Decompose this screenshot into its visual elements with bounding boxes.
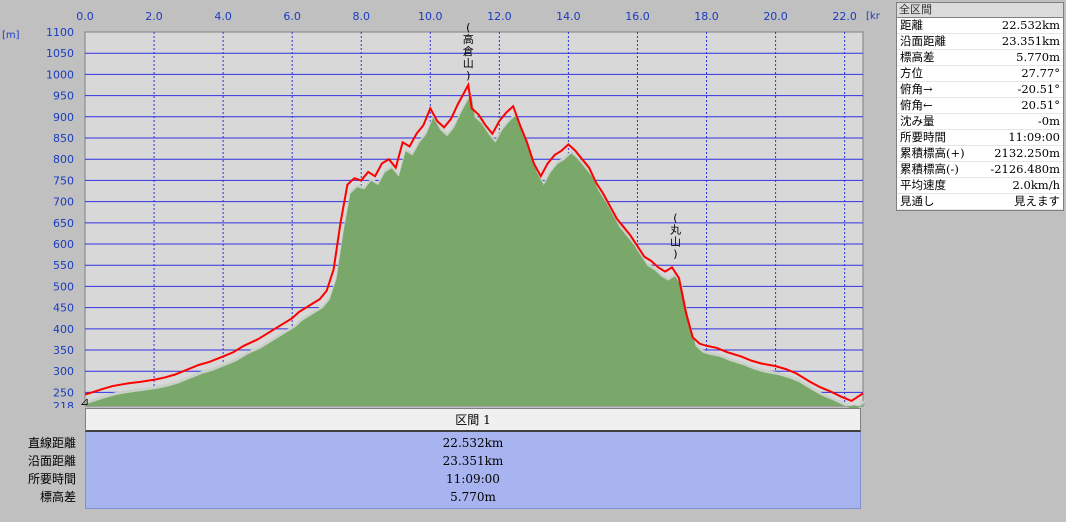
stats-row-value: 11:09:00: [1008, 130, 1060, 144]
segment-label: 沿面距離: [27, 454, 76, 468]
stats-panel-header: 全区間: [897, 3, 1063, 18]
stats-row-label: 方位: [900, 66, 923, 80]
x-tick-label: 8.0: [352, 10, 370, 23]
y-tick-label: 400: [53, 323, 74, 336]
y-tick-label: 1100: [46, 26, 74, 39]
elevation-profile-chart: 0.0 2.0 4.0 6.0 8.0 10.0 12.0 14.0 16.0 18.0 20.0 2…: [2, 10, 880, 408]
stats-row-value: 見えます: [1014, 194, 1060, 208]
x-tick-label: 4.0: [214, 10, 232, 23]
stats-row: 所要時間 11:09:00: [897, 130, 1063, 146]
stats-row-label: 俯角←: [900, 98, 933, 112]
stats-row: 累積標高(-) -2126.480m: [897, 162, 1063, 178]
stats-row: 平均速度 2.0km/h: [897, 178, 1063, 194]
segment-value: 23.351km: [442, 454, 504, 468]
stats-row-label: 見通し: [900, 194, 935, 208]
x-tick-label: 6.0: [283, 10, 301, 23]
start-marker: ⊿: [80, 395, 89, 408]
stats-row-value: 2132.250m: [994, 146, 1060, 160]
segment-labels: 直線距離 沿面距離 所要時間 標高差: [0, 434, 76, 506]
y-tick-label: 850: [53, 132, 74, 145]
x-tick-label: 2.0: [145, 10, 163, 23]
segment-title[interactable]: 区間 1: [85, 408, 861, 432]
x-tick-label: 18.0: [694, 10, 719, 23]
y-unit-label: [m]: [2, 30, 20, 41]
y-tick-label: 500: [53, 280, 74, 293]
y-tick-label: 600: [53, 238, 74, 251]
stats-row-value: 20.51°: [1021, 98, 1060, 112]
y-tick-label: 1050: [46, 47, 74, 60]
stats-row-value: -2126.480m: [990, 162, 1060, 176]
stats-row: 距離 22.532km: [897, 18, 1063, 34]
stats-row-label: 累積標高(-): [900, 162, 959, 176]
y-tick-label: 800: [53, 153, 74, 166]
y-tick-label: 700: [53, 196, 74, 209]
peak-label: (丸山): [670, 211, 681, 260]
x-tick-label: 20.0: [763, 10, 788, 23]
segment-value: 5.770m: [450, 490, 496, 504]
y-tick-label: 950: [53, 90, 74, 103]
x-tick-label: 22.0: [832, 10, 857, 23]
y-tick-label: 250: [53, 386, 74, 399]
y-tick-label: 300: [53, 365, 74, 378]
stats-row-label: 所要時間: [900, 130, 946, 144]
segment-value: 11:09:00: [446, 472, 500, 486]
stats-row-value: 22.532km: [1001, 18, 1060, 32]
segment-label: 所要時間: [27, 472, 76, 486]
x-tick-label: 16.0: [625, 10, 650, 23]
segment-table: 区間 1 22.532km 23.351km 11:09:00 5.770m: [85, 408, 861, 509]
stats-row: 方位 27.77°: [897, 66, 1063, 82]
stats-row-label: 距離: [900, 18, 923, 32]
segment-label: 標高差: [39, 490, 76, 504]
stats-row-value: 2.0km/h: [1012, 178, 1060, 192]
y-tick-label: 1000: [46, 68, 74, 81]
x-unit-label: [km]: [866, 11, 880, 22]
y-tick-label: 550: [53, 259, 74, 272]
stats-row-label: 沿面距離: [900, 34, 946, 48]
segment-value: 22.532km: [442, 436, 504, 450]
y-tick-label: 450: [53, 302, 74, 315]
segment-label: 直線距離: [27, 436, 76, 450]
peak-label: (高倉山): [463, 21, 474, 82]
y-tick-label: 350: [53, 344, 74, 357]
stats-row-label: 累積標高(+): [900, 146, 965, 160]
stats-row-label: 標高差: [900, 50, 935, 64]
stats-row-value: 27.77°: [1021, 66, 1060, 80]
x-tick-label: 0.0: [76, 10, 94, 23]
stats-row-value: -0m: [1037, 114, 1060, 128]
y-tick-label: 218: [53, 400, 74, 408]
x-tick-label: 14.0: [556, 10, 581, 23]
stats-row: 俯角→ -20.51°: [897, 82, 1063, 98]
stats-row-label: 平均速度: [900, 178, 946, 192]
stats-row: 俯角← 20.51°: [897, 98, 1063, 114]
stats-row: 沿面距離 23.351km: [897, 34, 1063, 50]
stats-row: 標高差 5.770m: [897, 50, 1063, 66]
stats-row: 見通し 見えます: [897, 194, 1063, 210]
elevation-line: [84, 81, 864, 403]
y-tick-label: 650: [53, 217, 74, 230]
stats-row-value: 23.351km: [1001, 34, 1060, 48]
y-tick-label: 900: [53, 111, 74, 124]
y-tick-label: 750: [53, 174, 74, 187]
stats-row: 累積標高(+) 2132.250m: [897, 146, 1063, 162]
stats-row-value: -20.51°: [1017, 82, 1060, 96]
terrain-fill: [85, 94, 866, 408]
x-tick-label: 10.0: [418, 10, 443, 23]
stats-row-label: 沈み量: [900, 114, 935, 128]
stats-row-label: 俯角→: [900, 82, 933, 96]
stats-row: 沈み量 -0m: [897, 114, 1063, 130]
stats-panel: 全区間 距離 22.532km 沿面距離 23.351km 標高差 5.770m 方位 27.…: [896, 2, 1064, 211]
stats-row-value: 5.770m: [1016, 50, 1060, 64]
x-tick-label: 12.0: [487, 10, 512, 23]
